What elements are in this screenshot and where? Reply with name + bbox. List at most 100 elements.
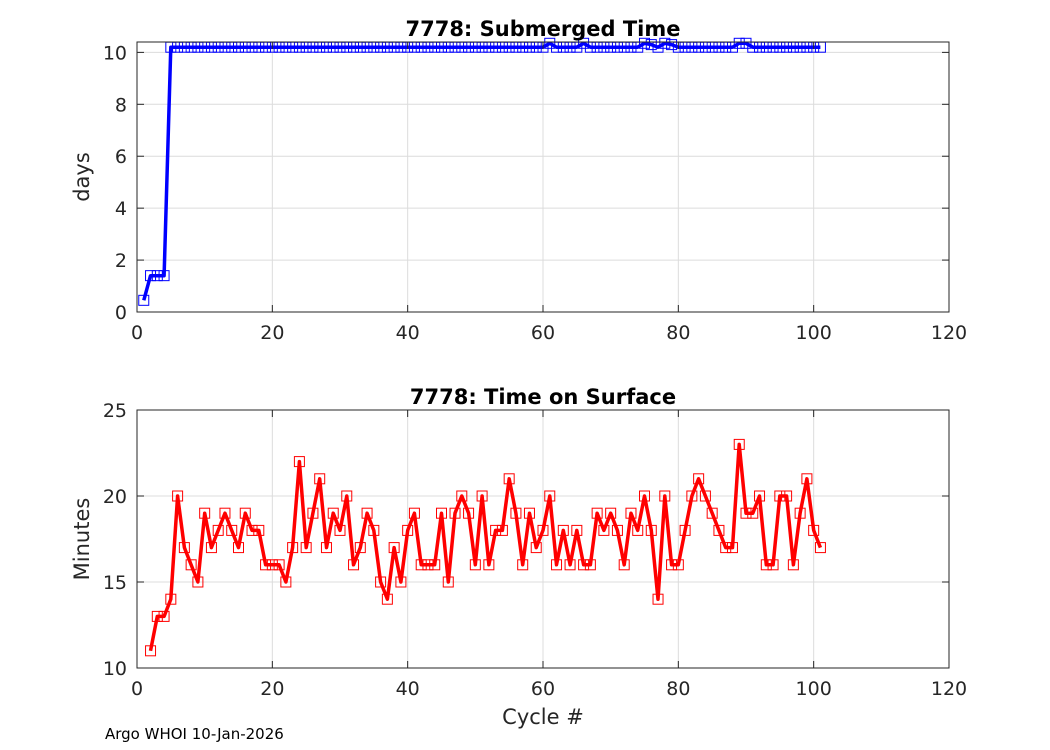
data-point [178, 542, 190, 554]
data-point [192, 576, 204, 588]
data-point [666, 559, 678, 571]
data-point [639, 490, 650, 502]
data-point [233, 542, 244, 554]
data-point [693, 473, 705, 485]
y-tick-label: 15 [103, 572, 127, 594]
data-point [436, 507, 447, 519]
data-point [517, 559, 529, 571]
data-point [706, 507, 718, 519]
data-point [659, 37, 671, 49]
x-tick-label: 120 [931, 678, 967, 700]
x-tick-label: 40 [396, 678, 420, 700]
data-point [395, 576, 407, 588]
x-tick-label: 20 [260, 322, 284, 344]
data-point [652, 593, 664, 605]
data-point [348, 559, 360, 571]
data-point [320, 542, 332, 554]
data-point [699, 490, 711, 502]
data-point [327, 507, 339, 519]
data-point [253, 524, 265, 536]
data-point [666, 39, 678, 51]
y-tick-label: 6 [115, 146, 127, 168]
data-point [557, 524, 569, 536]
data-point [523, 507, 535, 519]
data-point [205, 542, 217, 554]
y-tick-label: 4 [115, 198, 127, 220]
data-point [165, 593, 177, 605]
data-point [226, 524, 238, 536]
data-point [645, 524, 657, 536]
data-point [490, 524, 502, 536]
chart-title: 7778: Time on Surface [410, 385, 676, 409]
series-line [148, 442, 823, 652]
data-point [591, 507, 603, 519]
x-tick-label: 0 [131, 678, 143, 700]
data-point [415, 559, 427, 571]
data-point [463, 507, 475, 519]
data-point [219, 507, 231, 519]
data-point [307, 507, 319, 519]
y-tick-label: 2 [115, 250, 127, 272]
x-tick-label: 0 [131, 322, 143, 344]
data-point [476, 490, 488, 502]
data-point [510, 507, 522, 519]
data-point [578, 37, 590, 49]
y-tick-label: 10 [103, 42, 127, 64]
data-point [544, 490, 556, 502]
data-point [496, 524, 508, 536]
x-tick-label: 100 [796, 678, 832, 700]
data-point [145, 645, 157, 657]
y-tick-label: 20 [103, 486, 127, 508]
data-point [158, 610, 170, 622]
x-tick-label: 120 [931, 322, 967, 344]
data-point [740, 507, 752, 519]
data-point [618, 559, 630, 571]
data-point [605, 507, 617, 519]
data-point [280, 576, 292, 588]
data-point [429, 559, 441, 571]
data-point [503, 473, 515, 485]
data-point [158, 270, 170, 282]
data-point [720, 542, 732, 554]
data-point [246, 524, 258, 536]
data-point [287, 542, 299, 554]
x-tick-label: 60 [531, 322, 555, 344]
x-tick-label: 40 [396, 322, 420, 344]
data-point [639, 37, 650, 49]
data-point [185, 559, 197, 571]
data-point [239, 507, 251, 519]
data-point [212, 524, 224, 536]
data-point [293, 456, 305, 468]
y-axis-label: Minutes [70, 498, 94, 581]
data-point [314, 473, 326, 485]
data-point [801, 473, 813, 485]
data-point [733, 37, 745, 49]
surface-time-panel: 0 20 40 60 80 100 120 10 15 20 25 7778: Time on Sur… [70, 385, 967, 729]
data-point [368, 524, 380, 536]
data-point [564, 559, 576, 571]
footer-credit: Argo WHOI 10-Jan-2026 [105, 725, 284, 743]
x-tick-label: 100 [796, 322, 832, 344]
y-tick-label: 25 [103, 400, 127, 422]
data-point [740, 37, 752, 49]
y-tick-label: 0 [115, 302, 127, 324]
data-point [260, 559, 272, 571]
data-point [388, 542, 400, 554]
data-point [726, 542, 738, 554]
y-tick-label: 8 [115, 94, 127, 116]
y-axis-label: days [70, 152, 94, 202]
data-point [625, 507, 637, 519]
data-point [408, 507, 420, 519]
data-point [794, 507, 806, 519]
data-point [713, 524, 725, 536]
data-point [449, 507, 461, 519]
data-point [544, 37, 556, 49]
data-point [584, 559, 596, 571]
data-point [760, 559, 772, 571]
data-point [686, 490, 698, 502]
data-point [774, 490, 786, 502]
data-point [402, 524, 414, 536]
data-point [199, 507, 211, 519]
data-point [381, 593, 393, 605]
data-point [145, 270, 157, 282]
